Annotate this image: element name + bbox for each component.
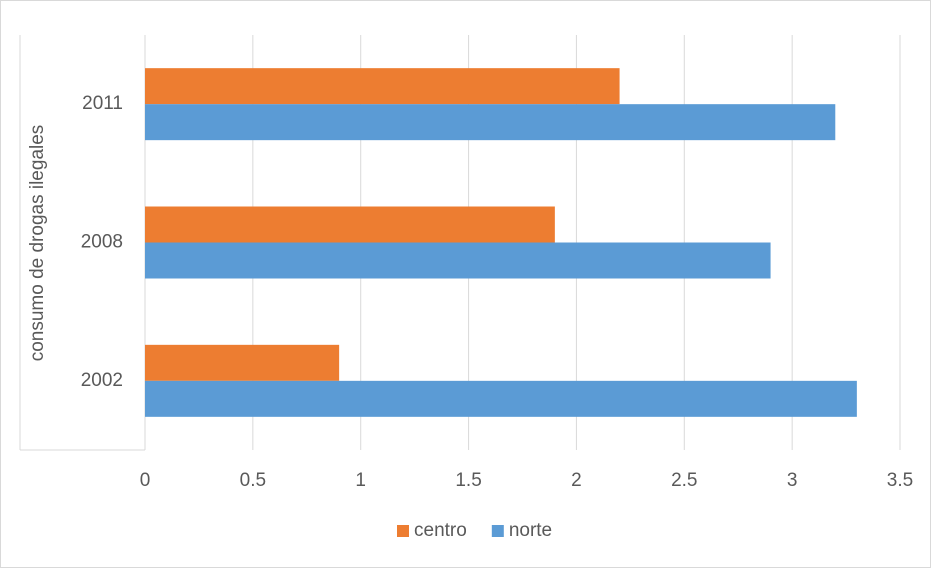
x-tick-label: 2	[571, 470, 582, 491]
x-tick-label: 1.5	[455, 470, 481, 491]
x-tick-label: 1	[355, 470, 366, 491]
bar	[145, 344, 340, 381]
bar	[145, 242, 771, 279]
bar	[145, 206, 555, 243]
legend-label: norte	[509, 520, 552, 541]
x-tick-label: 3	[787, 470, 798, 491]
x-tick-label: 2.5	[671, 470, 697, 491]
x-tick-label: 3.5	[887, 470, 913, 491]
bar	[145, 68, 620, 105]
legend-swatch	[397, 525, 409, 537]
legend-swatch	[491, 525, 504, 537]
bar	[145, 380, 857, 417]
bar	[145, 104, 836, 141]
legend-label: centro	[414, 520, 467, 541]
y-tick-label: 2002	[81, 370, 123, 391]
y-tick-label: 2011	[82, 93, 123, 114]
x-tick-label: 0.5	[240, 470, 266, 491]
y-tick-label: 2008	[81, 232, 123, 253]
y-axis-label: consumo de drogas ilegales	[27, 125, 48, 362]
x-tick-label: 0	[140, 470, 151, 491]
